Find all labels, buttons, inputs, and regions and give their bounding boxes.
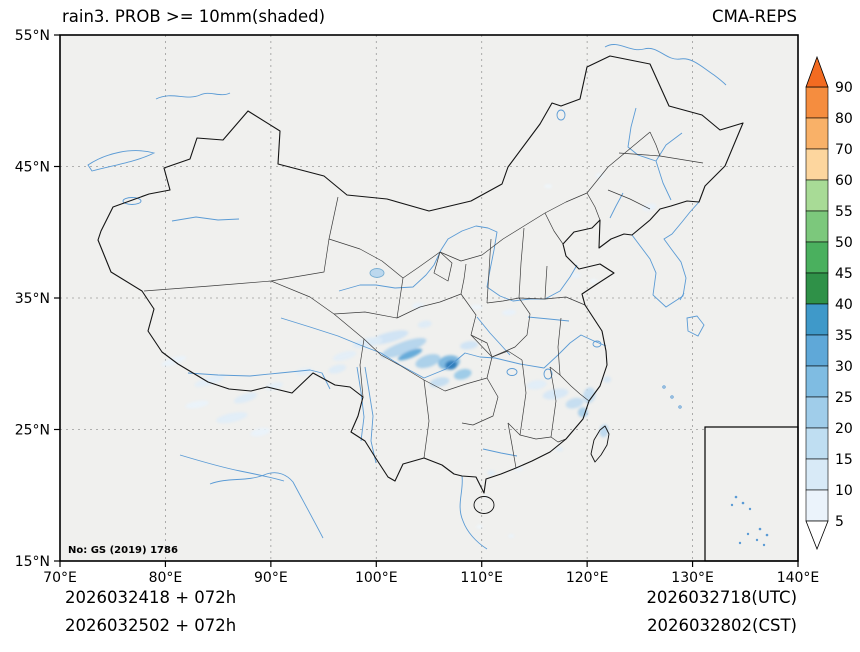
colorbar-cell <box>806 459 828 490</box>
map-plot-area: No: GS (2019) 1786 <box>60 35 798 561</box>
y-tick-label: 55°N <box>15 28 50 44</box>
colorbar-cell <box>806 490 828 521</box>
south-china-sea-inset <box>705 427 798 561</box>
colorbar-cell <box>806 242 828 273</box>
colorbar-tick-label: 80 <box>835 111 853 127</box>
license-watermark: No: GS (2019) 1786 <box>68 545 178 556</box>
colorbar-cell <box>806 118 828 149</box>
x-tick-label: 80°E <box>149 570 183 586</box>
colorbar-cell <box>806 428 828 459</box>
inset-frame <box>705 427 798 561</box>
colorbar-tick-label: 5 <box>835 514 844 530</box>
x-tick-label: 70°E <box>43 570 77 586</box>
x-tick-label: 130°E <box>671 570 714 586</box>
valid-time-utc-label: 2026032718(UTC) <box>646 588 797 607</box>
precip-region <box>470 305 482 310</box>
x-tick-label: 100°E <box>355 570 398 586</box>
precip-region <box>477 525 483 529</box>
precip-region <box>589 279 597 283</box>
y-tick-label: 45°N <box>15 160 50 176</box>
colorbar-cell <box>806 87 828 118</box>
precip-region <box>556 447 563 451</box>
precip-region <box>544 184 552 188</box>
map-background <box>60 35 798 561</box>
qinghai-lake <box>370 269 384 278</box>
colorbar-tick-label: 10 <box>835 483 853 499</box>
colorbar-tick-label: 50 <box>835 235 853 251</box>
colorbar-tick-label: 35 <box>835 328 853 344</box>
colorbar-tick-label: 40 <box>835 297 853 313</box>
colorbar-cell <box>806 180 828 211</box>
model-source-label: CMA-REPS <box>712 7 797 26</box>
colorbar-cell <box>806 211 828 242</box>
colorbar-tick-label: 90 <box>835 80 853 96</box>
colorbar-cell <box>806 335 828 366</box>
precip-region <box>508 534 514 538</box>
valid-time-cst-label: 2026032802(CST) <box>647 616 797 635</box>
precip-region <box>603 377 611 383</box>
colorbar-tick-label: 70 <box>835 142 853 158</box>
init-time-utc-label: 2026032418 + 072h <box>65 588 236 607</box>
x-tick-label: 110°E <box>460 570 503 586</box>
x-tick-label: 90°E <box>254 570 288 586</box>
colorbar-cell <box>806 273 828 304</box>
x-tick-label: 120°E <box>566 570 609 586</box>
colorbar-tick-label: 30 <box>835 359 853 375</box>
colorbar-tick-label: 55 <box>835 204 853 220</box>
figure-canvas: rain3. PROB >= 10mm(shaded) CMA-REPS <box>0 0 860 647</box>
init-time-cst-label: 2026032502 + 072h <box>65 616 236 635</box>
x-tick-label: 140°E <box>777 570 820 586</box>
colorbar-cell <box>806 304 828 335</box>
y-tick-label: 15°N <box>15 554 50 570</box>
colorbar-tick-label: 45 <box>835 266 853 282</box>
colorbar-tick-label: 25 <box>835 390 853 406</box>
colorbar-tick-label: 20 <box>835 421 853 437</box>
colorbar-tick-label: 60 <box>835 173 853 189</box>
colorbar-tick-label: 15 <box>835 452 853 468</box>
colorbar-cell <box>806 149 828 180</box>
colorbar-cell <box>806 397 828 428</box>
y-tick-label: 35°N <box>15 291 50 307</box>
colorbar-cell <box>806 366 828 397</box>
weather-chart-figure: rain3. PROB >= 10mm(shaded) CMA-REPS <box>0 0 860 647</box>
chart-title: rain3. PROB >= 10mm(shaded) <box>62 7 325 26</box>
precip-region <box>487 470 495 475</box>
y-tick-label: 25°N <box>15 423 50 439</box>
